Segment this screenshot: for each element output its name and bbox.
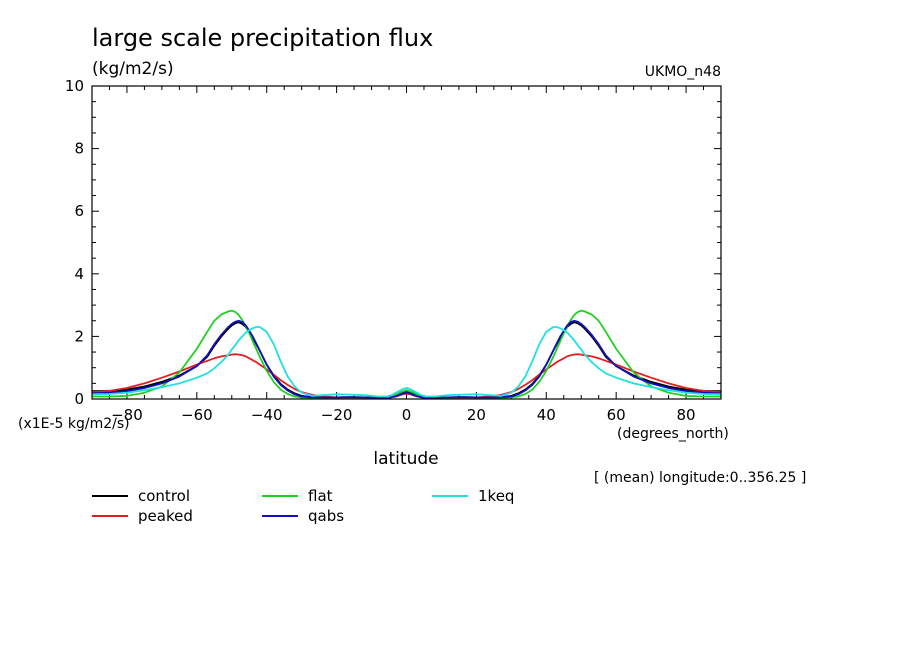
series-lines [91,309,722,399]
x-axis-label: latitude [373,449,438,469]
legend: control flat 1keq peaked qabs [92,487,514,525]
x-tick-label: 40 [537,406,556,424]
series-line-1keq [91,326,722,398]
mean-note: [ (mean) longitude:0..356.25 ] [594,470,806,486]
x-tick-label: 80 [677,406,696,424]
legend-item-1keq: 1keq [432,487,514,505]
x-tick-label: 20 [467,406,486,424]
legend-label: flat [308,487,333,505]
legend-item-qabs: qabs [262,507,344,525]
x-tick-label: 60 [607,406,626,424]
chart-title: large scale precipitation flux [92,24,433,52]
legend-item-peaked: peaked [92,507,193,525]
tick-labels: −80 −60 −40 −20 0 20 40 60 80 0 2 4 6 8 10 [65,77,696,424]
legend-label: qabs [308,507,344,525]
y-tick-label: 0 [74,390,84,408]
legend-item-flat: flat [262,487,333,505]
series-line-flat [92,309,721,399]
y-tick-label: 4 [74,265,84,283]
y-tick-label: 10 [65,77,84,95]
legend-item-control: control [92,487,190,505]
x-tick-label: −40 [251,406,283,424]
x-tick-label: −60 [181,406,213,424]
x-tick-label: −80 [111,406,143,424]
legend-label: 1keq [478,487,514,505]
series-line-qabs [91,319,722,399]
y-tick-label: 8 [74,140,84,158]
series-line-control [91,321,722,399]
x-tick-label: 0 [402,406,412,424]
legend-label: peaked [138,507,193,525]
x-units-label: (degrees_north) [617,426,729,442]
series-line-peaked [91,353,722,399]
units-label: (kg/m2/s) [92,59,174,79]
x-tick-label: −20 [321,406,353,424]
plot-frame [91,85,722,400]
legend-label: control [138,487,190,505]
model-label: UKMO_n48 [645,64,721,80]
y-tick-label: 2 [74,327,84,345]
y-tick-label: 6 [74,202,84,220]
scale-note: (x1E-5 kg/m2/s) [18,416,130,432]
axis-ticks [91,85,722,400]
